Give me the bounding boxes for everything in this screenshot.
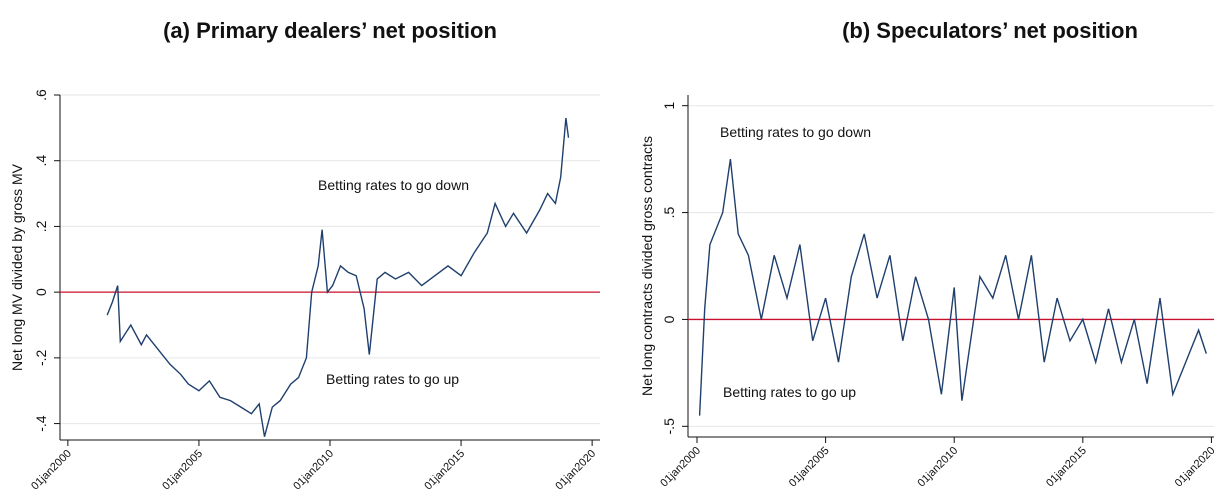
x-tick-label: 01jan2015 xyxy=(422,448,467,493)
x-tick-label: 01jan2010 xyxy=(291,448,336,493)
x-tick-label: 01jan2020 xyxy=(1173,445,1215,490)
chart-title: (a) Primary dealers’ net position xyxy=(163,18,497,43)
chart-title: (b) Speculators’ net position xyxy=(842,18,1138,43)
x-tick-label: 01jan2010 xyxy=(916,445,961,490)
y-tick-label: 0 xyxy=(661,315,677,323)
annotation: Betting rates to go down xyxy=(720,124,871,140)
x-tick-label: 01jan2005 xyxy=(160,448,205,493)
x-tick-label: 01jan2015 xyxy=(1044,445,1089,490)
y-tick-label: -.4 xyxy=(33,415,49,432)
y-tick-label: 0 xyxy=(33,288,49,296)
x-tick-label: 01jan2000 xyxy=(658,445,703,490)
annotation: Betting rates to go up xyxy=(723,384,856,400)
y-axis-label: Net long contracts divided gross contrac… xyxy=(639,136,655,396)
x-tick-label: 01jan2020 xyxy=(553,448,598,493)
annotation: Betting rates to go up xyxy=(326,371,459,387)
y-tick-label: .5 xyxy=(661,207,677,219)
y-axis-label: Net long MV divided by gross MV xyxy=(9,163,25,371)
y-tick-label: 1 xyxy=(661,102,677,110)
y-tick-label: .2 xyxy=(33,220,49,232)
annotation: Betting rates to go down xyxy=(318,177,469,193)
series-line xyxy=(106,117,570,437)
y-tick-label: -.2 xyxy=(33,349,49,366)
x-tick-label: 01jan2000 xyxy=(29,448,74,493)
x-tick-label: 01jan2005 xyxy=(787,445,832,490)
y-tick-label: .4 xyxy=(33,155,49,167)
series-line xyxy=(698,159,1207,416)
y-tick-label: -.5 xyxy=(661,418,677,435)
y-tick-label: .6 xyxy=(33,89,49,101)
